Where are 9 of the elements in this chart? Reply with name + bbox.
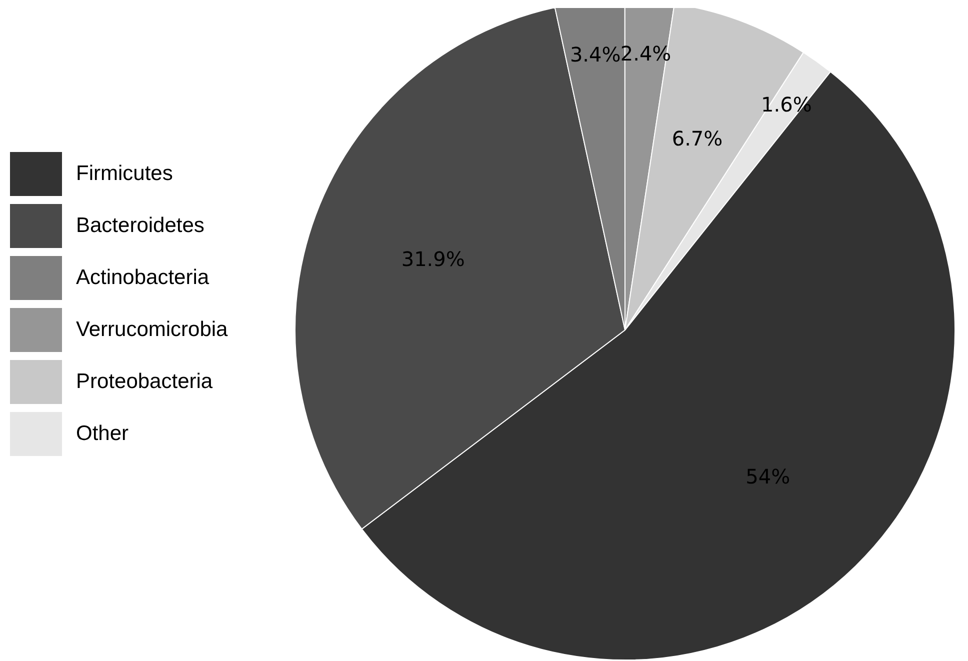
legend-label: Verrucomicrobia — [76, 318, 228, 342]
data-label: 3.4% — [570, 42, 621, 66]
data-label: 6.7% — [672, 126, 723, 151]
legend-label: Proteobacteria — [76, 370, 213, 394]
data-label: 31.9% — [401, 246, 465, 271]
legend-label: Bacteroidetes — [76, 214, 204, 238]
legend-label: Other — [76, 422, 129, 446]
legend-label: Actinobacteria — [76, 266, 210, 290]
legend-label: Firmicutes — [76, 162, 173, 186]
